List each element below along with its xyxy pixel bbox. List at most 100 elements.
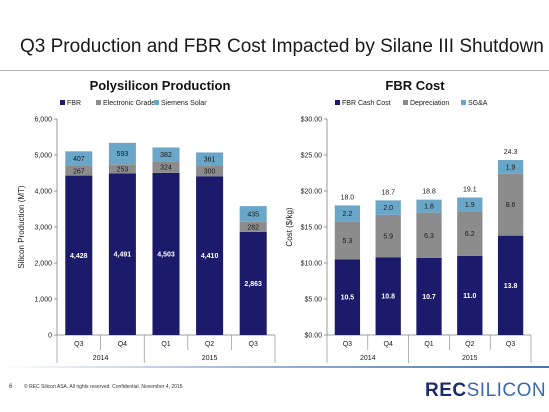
bar-total-label: 19.1: [463, 186, 477, 193]
bar-data-label: 5.9: [383, 234, 393, 241]
bar-data-label: 1.8: [424, 204, 434, 211]
bar-data-label: 382: [160, 152, 172, 159]
bar-segment: [108, 142, 136, 165]
legend-label: Electronic Grade: [103, 100, 155, 107]
bar-data-label: 253: [117, 166, 129, 173]
bar-data-label: 6.2: [465, 231, 475, 238]
bar-segment: [334, 221, 361, 260]
bar-data-label: 6.3: [424, 233, 434, 240]
x-tick-label: Q4: [384, 341, 393, 348]
y-tick-label: $10.00: [301, 261, 323, 268]
y-tick-label: $0.00: [304, 333, 322, 340]
bar-segment: [108, 164, 136, 174]
bar-data-label: 5.3: [343, 238, 353, 245]
bar-segment: [497, 173, 524, 236]
y-axis-title-cost: Cost ($/kg): [285, 207, 294, 246]
y-tick-label: 1,000: [34, 297, 52, 304]
bar-segment: [152, 172, 180, 335]
bar-segment: [457, 197, 483, 212]
bar-segment: [497, 235, 524, 335]
bar-segment: [497, 160, 524, 174]
bar-data-label: 10.5: [341, 295, 355, 302]
bar-segment: [196, 165, 224, 177]
bar-data-label: 2,863: [244, 281, 262, 288]
y-tick-label: 0: [48, 333, 52, 340]
legend-label: FBR Cash Cost: [342, 100, 391, 107]
bar-segment: [457, 211, 483, 256]
bar-segment: [65, 151, 93, 166]
y-tick-label: 2,000: [34, 261, 52, 268]
x-tick-label: Q2: [205, 341, 214, 348]
legend-label: Siemens Solar: [161, 100, 207, 107]
bar-total-label: 24.3: [504, 149, 518, 156]
bar-data-label: 4,503: [157, 251, 175, 258]
legend-swatch: [60, 100, 65, 105]
bar-data-label: 324: [160, 165, 172, 172]
y-tick-label: $15.00: [301, 225, 323, 232]
x-tick-label: Q3: [74, 341, 83, 348]
bar-segment: [108, 173, 136, 335]
bar-segment: [196, 176, 224, 335]
footer-divider: [0, 366, 549, 368]
bar-data-label: 4,410: [201, 253, 219, 260]
bar-data-label: 267: [73, 168, 85, 175]
legend-label: FBR: [67, 100, 81, 107]
slide-title: Q3 Production and FBR Cost Impacted by S…: [20, 36, 544, 57]
bar-data-label: 4,491: [114, 252, 132, 259]
legend-swatch: [335, 100, 340, 105]
bar-segment: [416, 257, 442, 335]
x-tick-label: Q1: [161, 341, 170, 348]
bar-segment: [375, 200, 401, 215]
logo-text-rec: REC: [425, 380, 467, 401]
y-tick-label: 3,000: [34, 225, 52, 232]
legend-swatch: [403, 100, 408, 105]
x-tick-label: Q1: [424, 341, 433, 348]
y-tick-label: $25.00: [301, 153, 323, 160]
bar-segment: [239, 231, 267, 335]
bar-segment: [196, 152, 224, 166]
legend-swatch: [461, 100, 466, 105]
bar-segment: [416, 199, 442, 213]
bar-segment: [334, 259, 361, 335]
charts-canvas: 0 1,000 2,000 3,000 4,000 5,000 6,000 Silicon P…: [17, 100, 532, 363]
bar-data-label: 13.8: [504, 283, 518, 290]
y-tick-label: 4,000: [34, 189, 52, 196]
legend-label: SG&A: [468, 100, 488, 107]
bar-data-label: 10.7: [422, 294, 436, 301]
x-tick-label: Q3: [249, 341, 258, 348]
y-tick-label: $30.00: [301, 117, 323, 124]
bar-total-label: 18.0: [341, 194, 355, 201]
bar-data-label: 10.8: [381, 294, 395, 301]
title-divider: [0, 70, 549, 71]
bar-data-label: 2.2: [343, 211, 353, 218]
bar-data-label: 4,428: [70, 253, 88, 260]
bar-segment: [239, 206, 267, 222]
bar-segment: [334, 205, 361, 222]
bar-segment: [65, 165, 93, 176]
bar-data-label: 282: [247, 224, 259, 231]
page-number: 6: [9, 384, 13, 390]
legend-swatch: [154, 100, 159, 105]
bar-total-label: 18.7: [381, 189, 395, 196]
bar-data-label: 435: [247, 211, 259, 218]
y-tick-label: 5,000: [34, 153, 52, 160]
x-tick-label: Q4: [118, 341, 127, 348]
logo-text-silicon: SILICON: [466, 380, 547, 401]
bar-segment: [416, 212, 442, 258]
bar-segment: [239, 221, 267, 232]
bar-data-label: 407: [73, 156, 85, 163]
chart-title-production: Polysilicon Production: [89, 78, 231, 93]
x-group-label: 2015: [202, 355, 218, 362]
bar-segment: [375, 214, 401, 258]
bar-data-label: 300: [204, 168, 216, 175]
legend-swatch: [96, 100, 101, 105]
bar-segment: [152, 147, 180, 162]
y-tick-label: $5.00: [304, 297, 322, 304]
legend-label: Depreciation: [410, 100, 449, 107]
bar-data-label: 1.9: [465, 202, 475, 209]
x-tick-label: Q3: [343, 341, 352, 348]
bar-data-label: 1.9: [506, 164, 516, 171]
bar-data-label: 361: [204, 156, 216, 163]
x-group-label: 2014: [93, 355, 109, 362]
bar-data-label: 8.6: [506, 202, 516, 209]
